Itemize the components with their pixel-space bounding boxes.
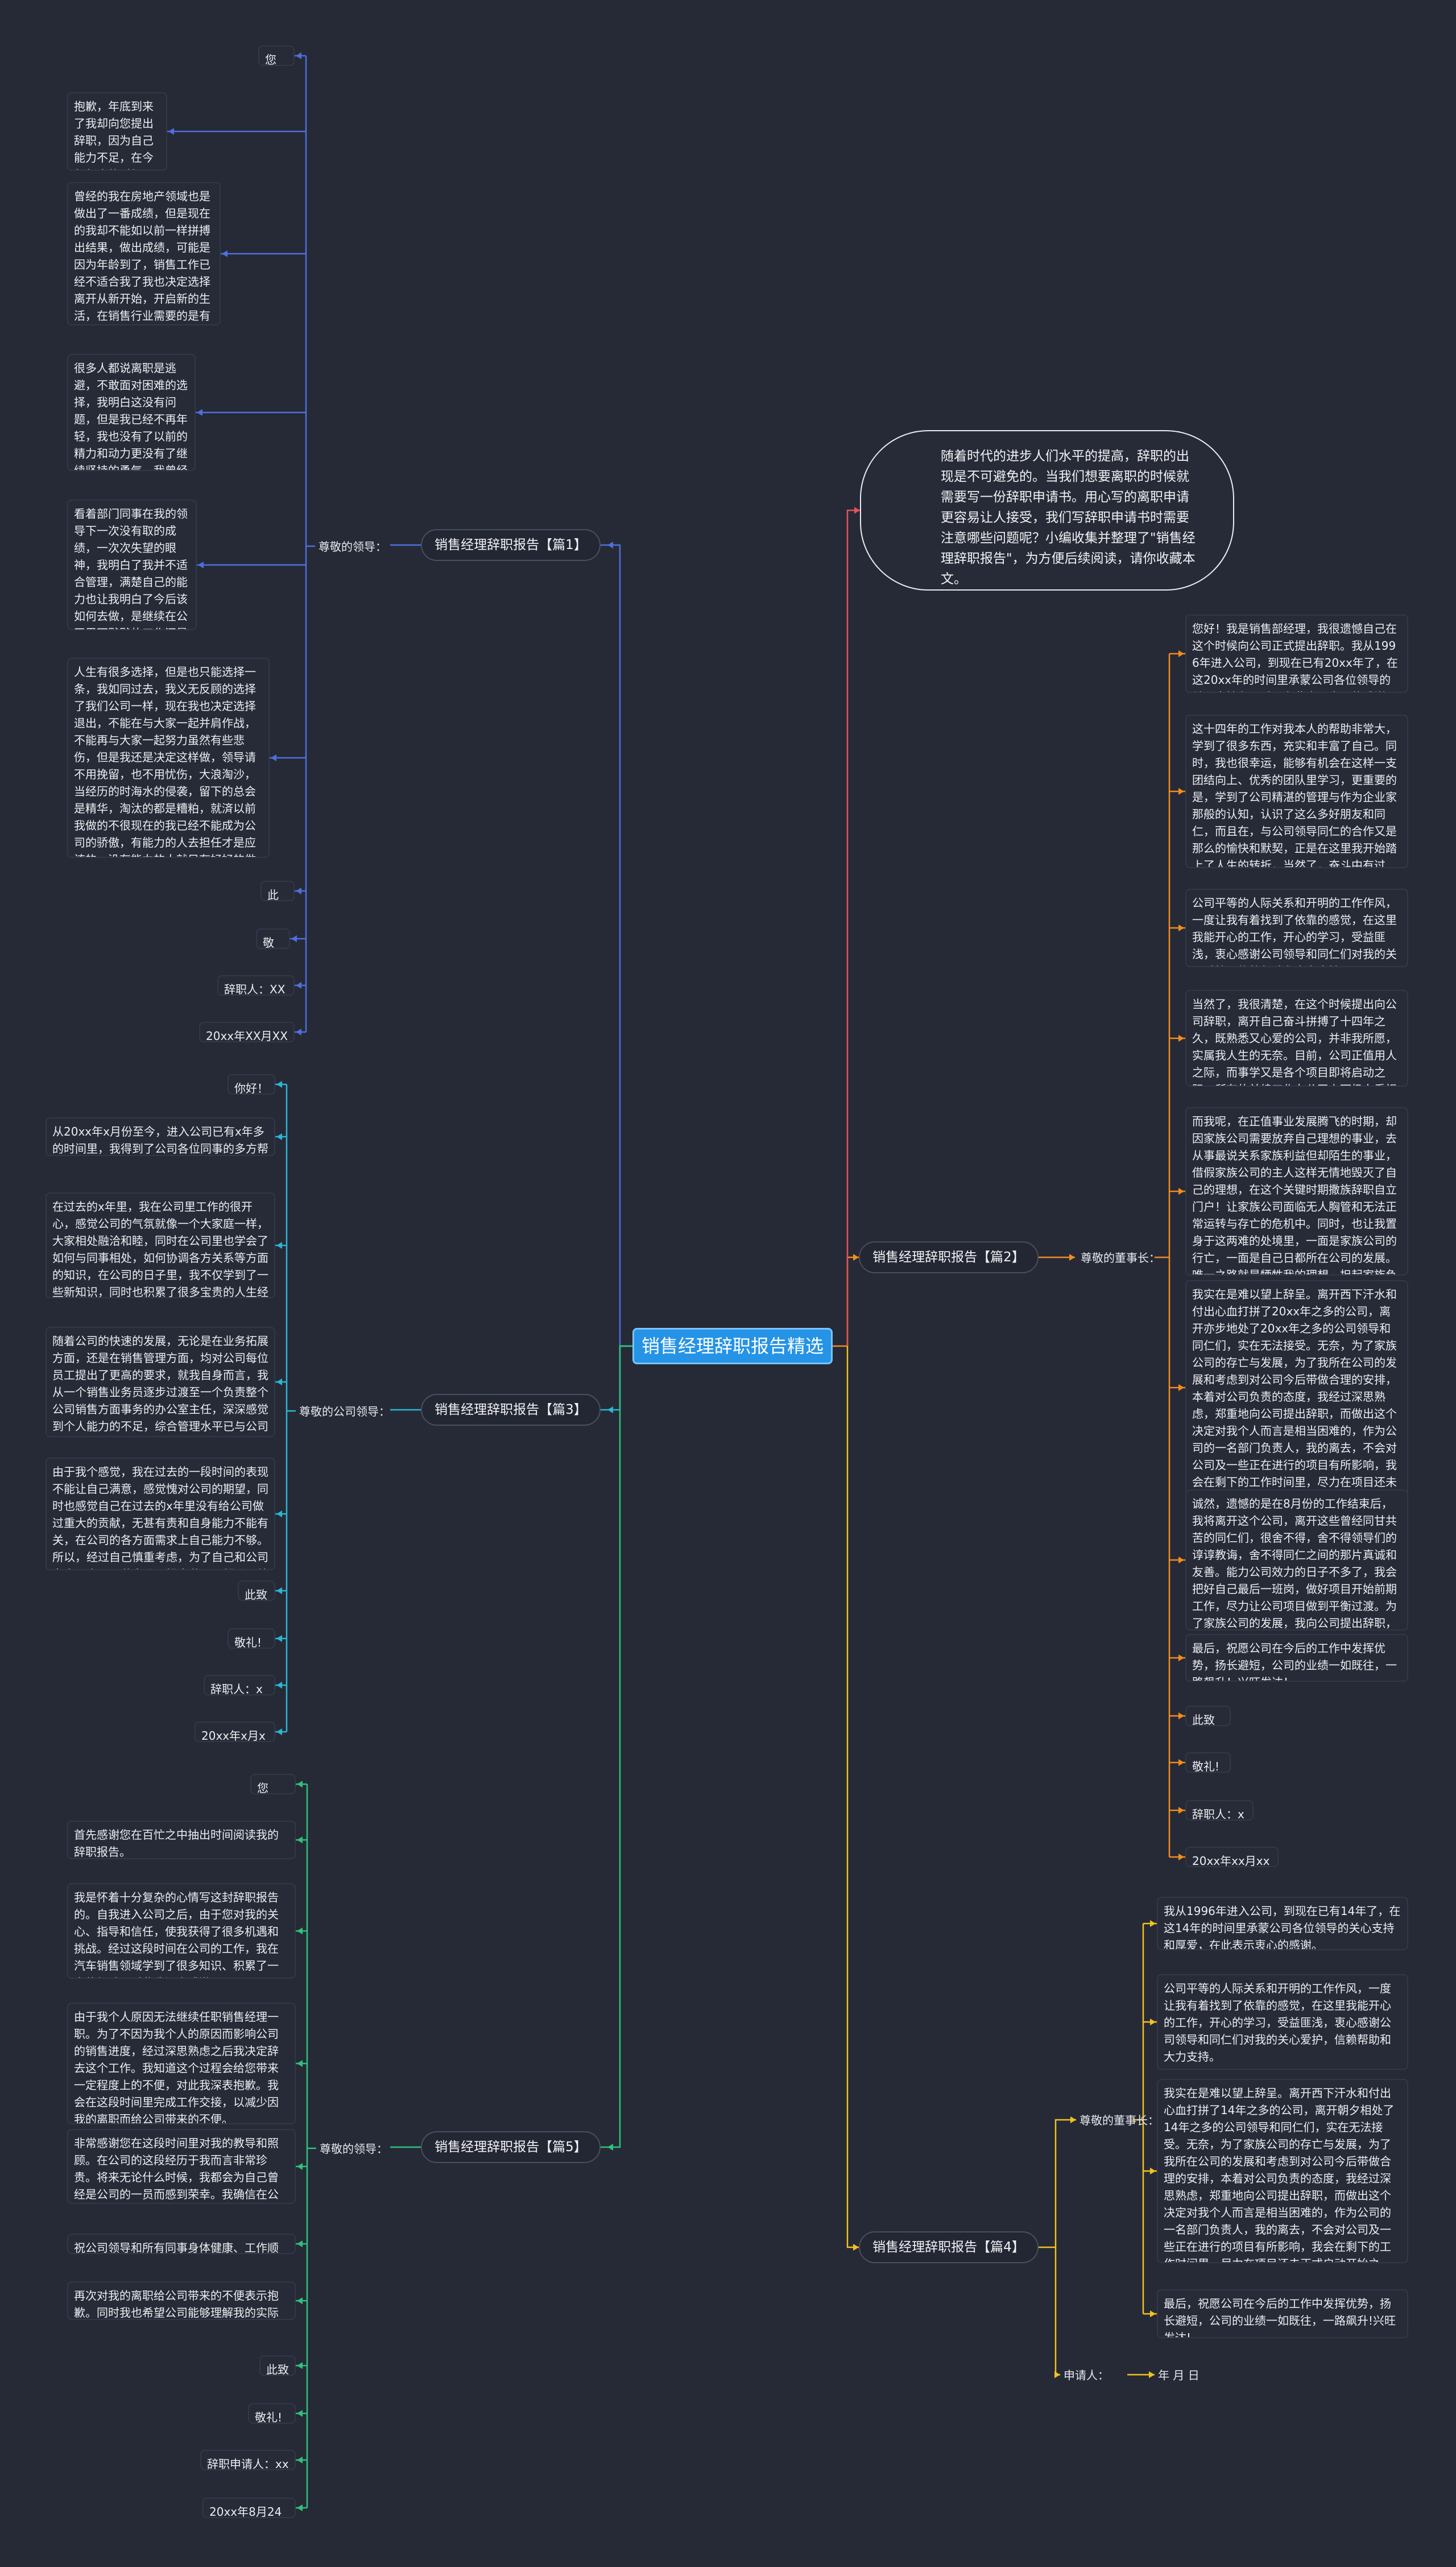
item-box-1-4[interactable]: 很多人都说离职是逃避，不敢面对困难的选择，我明白这没有问题，但是我已经不再年轻，… [67,354,196,471]
item-box-3-2[interactable]: 从20xx年x月份至今，进入公司已有x年多的时间里，我得到了公司各位同事的多方帮… [46,1117,275,1156]
salutation-pian1[interactable]: 尊敬的领导： [318,540,387,554]
item-box-4-1[interactable]: 我从1996年进入公司，到现在已有14年了，在这14年的时间里承蒙公司各位领导的… [1157,1897,1408,1950]
item-box-1-1[interactable]: 您好! [258,46,295,66]
salutation-pian3[interactable]: 尊敬的公司领导： [299,1405,390,1418]
applicant-date-pian4[interactable]: 年 月 日 [1158,2368,1199,2382]
item-box-5-7[interactable]: 再次对我的离职给公司带来的不便表示抱歉。同时我也希望公司能够理解我的实际情况，对… [67,2281,296,2320]
item-box-1-8[interactable]: 敬礼! [256,928,290,949]
applicant-label-pian4[interactable]: 申请人： [1064,2368,1109,2382]
salutation-pian5[interactable]: 尊敬的领导： [320,2142,388,2156]
item-box-3-9[interactable]: 20xx年x月x日 [195,1722,275,1742]
item-box-2-2[interactable]: 这十四年的工作对我本人的帮助非常大，学到了很多东西，充实和丰富了自己。同时，我也… [1185,715,1408,868]
item-box-2-9[interactable]: 此致 [1185,1706,1231,1726]
item-box-5-4[interactable]: 由于我个人原因无法继续任职销售经理一职。为了不因为我个人的原因而影响公司的销售进… [67,2003,296,2124]
item-box-1-2[interactable]: 抱歉，年底到来了我却向您提出辞职，因为自己能力不足，在今年年底的时候取得的成绩并… [67,92,167,171]
item-box-5-6[interactable]: 祝公司领导和所有同事身体健康、工作顺利！ [67,2234,296,2254]
item-box-3-4[interactable]: 随着公司的快速的发展，无论是在业务拓展方面，还是在销售管理方面，均对公司每位员工… [46,1327,275,1437]
branch-title-pian4[interactable]: 销售经理辞职报告【篇4】 [859,2231,1039,2263]
root-topic[interactable]: 销售经理辞职报告精选 [632,1328,833,1364]
salutation-pian4[interactable]: 尊敬的董事长： [1079,2114,1159,2127]
item-box-2-10[interactable]: 敬礼! [1185,1752,1231,1773]
branch-title-pian5[interactable]: 销售经理辞职报告【篇5】 [421,2131,601,2163]
item-box-5-2[interactable]: 首先感谢您在百忙之中抽出时间阅读我的辞职报告。 [67,1821,296,1859]
item-box-1-9[interactable]: 辞职人：XXX [217,975,295,996]
branch-title-pian1[interactable]: 销售经理辞职报告【篇1】 [421,529,601,561]
item-box-1-7[interactable]: 此致 [260,881,295,901]
intro-summary[interactable]: 随着时代的进步人们水平的提高，辞职的出现是不可避免的。当我们想要离职的时候就需要… [860,430,1234,591]
item-box-2-3[interactable]: 公司平等的人际关系和开明的工作作风，一度让我有着找到了依靠的感觉，在这里我能开心… [1185,889,1408,967]
item-box-5-11[interactable]: 20xx年8月24日 [202,2498,296,2518]
item-box-5-1[interactable]: 您好！ [250,1774,296,1794]
item-box-3-6[interactable]: 此致 [238,1580,275,1601]
item-box-3-7[interactable]: 敬礼! [228,1628,275,1649]
item-box-5-5[interactable]: 非常感谢您在这段时间里对我的教导和照顾。在公司的这段经历于我而言非常珍贵。将来无… [67,2129,296,2204]
item-box-2-12[interactable]: 20xx年xx月xx日 [1185,1847,1279,1867]
item-box-2-8[interactable]: 最后，祝愿公司在今后的工作中发挥优势，扬长避短，公司的业绩一如既往，一路飙升！兴… [1185,1634,1408,1682]
item-box-5-10[interactable]: 辞职申请人：xxx [200,2450,296,2470]
item-box-4-4[interactable]: 最后，祝愿公司在今后的工作中发挥优势，扬长避短，公司的业绩一如既往，一路飙升!兴… [1157,2289,1408,2338]
item-box-2-4[interactable]: 当然了，我很清楚，在这个时候提出向公司辞职，离开自己奋斗拼搏了十四年之久，既熟悉… [1185,990,1408,1087]
item-box-2-6[interactable]: 我实在是难以望上辞呈。离开西下汗水和付出心血打拼了20xx年之多的公司，离开亦步… [1185,1280,1408,1495]
item-box-3-1[interactable]: 你好！ [228,1074,275,1095]
item-box-5-8[interactable]: 此致 [259,2355,296,2376]
item-box-1-10[interactable]: 20xx年XX月XX日 [199,1022,295,1042]
item-box-3-8[interactable]: 辞职人：xx [204,1675,275,1695]
item-box-1-5[interactable]: 看着部门同事在我的领导下一次没有取的成绩，一次次失望的眼神，我明白了我并不适合管… [67,500,197,630]
item-box-1-6[interactable]: 人生有很多选择，但是也只能选择一条，我如同过去，我义无反顾的选择了我们公司一样，… [67,658,270,858]
branch-title-pian3[interactable]: 销售经理辞职报告【篇3】 [421,1394,601,1426]
branch-title-pian2[interactable]: 销售经理辞职报告【篇2】 [859,1241,1039,1273]
salutation-pian2[interactable]: 尊敬的董事长： [1081,1251,1160,1265]
item-box-5-9[interactable]: 敬礼! [248,2403,296,2424]
item-box-2-5[interactable]: 而我呢，在正值事业发展腾飞的时期，却因家族公司需要放弃自己理想的事业，去从事最说… [1185,1107,1408,1276]
item-box-1-3[interactable]: 曾经的我在房地产领域也是做出了一番成绩，但是现在的我却不能如以前一样拼搏出结果，… [67,182,221,325]
item-box-5-3[interactable]: 我是怀着十分复杂的心情写这封辞职报告的。自我进入公司之后，由于您对我的关心、指导… [67,1883,296,1979]
item-box-3-5[interactable]: 由于我个感觉，我在过去的一段时间的表现不能让自己满意，感觉愧对公司的期望，同时也… [46,1458,275,1570]
item-box-4-2[interactable]: 公司平等的人际关系和开明的工作作风，一度让我有着找到了依靠的感觉，在这里我能开心… [1157,1974,1408,2070]
item-box-2-11[interactable]: 辞职人：xxx [1185,1800,1254,1821]
item-box-3-3[interactable]: 在过去的x年里，我在公司里工作的很开心，感觉公司的气氛就像一个大家庭一样，大家相… [46,1192,275,1298]
item-box-4-3[interactable]: 我实在是难以望上辞呈。离开西下汗水和付出心血打拼了14年之多的公司，离开朝夕相处… [1157,2079,1408,2263]
item-box-2-1[interactable]: 您好！我是销售部经理，我很遗憾自己在这个时候向公司正式提出辞职。我从1996年进… [1185,614,1408,693]
item-box-2-7[interactable]: 诚然，遗憾的是在8月份的工作结束后，我将离开这个公司，离开这些曾经同甘共苦的同仁… [1185,1489,1408,1631]
